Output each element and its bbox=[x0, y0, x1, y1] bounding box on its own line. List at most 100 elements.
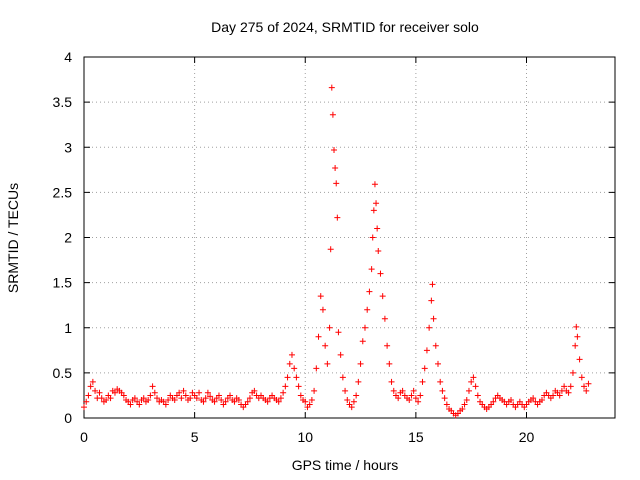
x-tick-label: 0 bbox=[80, 429, 88, 445]
data-point bbox=[331, 146, 338, 153]
x-tick-label: 15 bbox=[408, 429, 424, 445]
data-point bbox=[176, 389, 183, 396]
data-point bbox=[98, 395, 105, 402]
data-point bbox=[583, 387, 590, 394]
data-point bbox=[297, 392, 304, 399]
data-point bbox=[371, 181, 378, 188]
data-point bbox=[275, 398, 282, 405]
data-point bbox=[87, 383, 94, 390]
data-point bbox=[284, 374, 291, 381]
data-point bbox=[120, 392, 127, 399]
y-tick-label: 3 bbox=[64, 139, 72, 155]
data-point bbox=[437, 378, 444, 385]
data-point bbox=[472, 383, 479, 390]
data-point bbox=[140, 395, 147, 402]
data-point bbox=[386, 360, 393, 367]
data-point bbox=[419, 378, 426, 385]
data-point bbox=[459, 405, 466, 412]
data-point bbox=[182, 392, 189, 399]
data-point bbox=[295, 383, 302, 390]
data-point bbox=[561, 383, 568, 390]
data-point bbox=[578, 374, 585, 381]
data-point bbox=[171, 396, 178, 403]
data-point bbox=[204, 389, 211, 396]
x-tick-label: 5 bbox=[191, 429, 199, 445]
data-point bbox=[344, 396, 351, 403]
data-point bbox=[327, 246, 334, 253]
x-tick-label: 20 bbox=[519, 429, 535, 445]
data-point bbox=[461, 401, 468, 408]
data-point bbox=[165, 396, 172, 403]
data-point bbox=[395, 395, 402, 402]
data-point bbox=[246, 395, 253, 402]
y-tick-label: 1 bbox=[64, 320, 72, 336]
data-point bbox=[406, 396, 413, 403]
data-point bbox=[366, 288, 373, 295]
data-point bbox=[490, 398, 497, 405]
data-point bbox=[463, 396, 470, 403]
x-tick-label: 10 bbox=[297, 429, 313, 445]
data-point bbox=[585, 380, 592, 387]
data-point bbox=[162, 401, 169, 408]
data-point bbox=[432, 342, 439, 349]
x-axis-label: GPS time / hours bbox=[292, 457, 399, 473]
data-point bbox=[111, 389, 118, 396]
data-point bbox=[293, 374, 300, 381]
chart-title: Day 275 of 2024, SRMTID for receiver sol… bbox=[211, 19, 479, 35]
data-point bbox=[207, 393, 214, 400]
data-point bbox=[311, 387, 318, 394]
data-point bbox=[151, 389, 158, 396]
y-axis-label: SRMTID / TECUs bbox=[5, 183, 21, 293]
y-tick-label: 3.5 bbox=[53, 94, 73, 110]
data-point bbox=[333, 180, 340, 187]
data-point bbox=[355, 378, 362, 385]
x-axis-ticks: 0 5 10 15 20 bbox=[80, 57, 534, 445]
data-point bbox=[573, 323, 580, 330]
data-point bbox=[390, 387, 397, 394]
data-point bbox=[377, 270, 384, 277]
data-point bbox=[264, 398, 271, 405]
data-point bbox=[581, 383, 588, 390]
data-point bbox=[388, 378, 395, 385]
data-point bbox=[326, 324, 333, 331]
data-point bbox=[136, 401, 143, 408]
data-point bbox=[302, 398, 309, 405]
x-gridlines bbox=[194, 57, 527, 418]
data-point bbox=[428, 297, 435, 304]
data-point bbox=[342, 387, 349, 394]
y-gridlines bbox=[84, 101, 615, 374]
data-point bbox=[550, 392, 557, 399]
data-point bbox=[222, 398, 229, 405]
data-point bbox=[235, 396, 242, 403]
data-point bbox=[530, 395, 537, 402]
data-point bbox=[399, 387, 406, 394]
data-point bbox=[364, 306, 371, 313]
data-point bbox=[288, 351, 295, 358]
data-point bbox=[308, 396, 315, 403]
data-point bbox=[83, 398, 90, 405]
data-point bbox=[291, 365, 298, 372]
data-point bbox=[154, 395, 161, 402]
data-point bbox=[81, 404, 87, 411]
data-point bbox=[470, 374, 477, 381]
data-point bbox=[417, 392, 424, 399]
data-point bbox=[348, 404, 355, 411]
data-point bbox=[410, 387, 417, 394]
data-point bbox=[443, 401, 450, 408]
data-point bbox=[359, 338, 366, 345]
data-point bbox=[381, 315, 388, 322]
y-tick-label: 4 bbox=[64, 49, 72, 65]
data-point bbox=[286, 360, 293, 367]
data-point bbox=[353, 392, 360, 399]
data-point bbox=[576, 356, 583, 363]
data-point bbox=[89, 378, 96, 385]
y-tick-label: 0 bbox=[64, 410, 72, 426]
data-point bbox=[277, 395, 284, 402]
data-point bbox=[131, 395, 138, 402]
data-point bbox=[319, 306, 326, 313]
data-point bbox=[329, 111, 336, 118]
data-point bbox=[324, 360, 331, 367]
data-point bbox=[508, 396, 515, 403]
data-point bbox=[375, 248, 382, 255]
